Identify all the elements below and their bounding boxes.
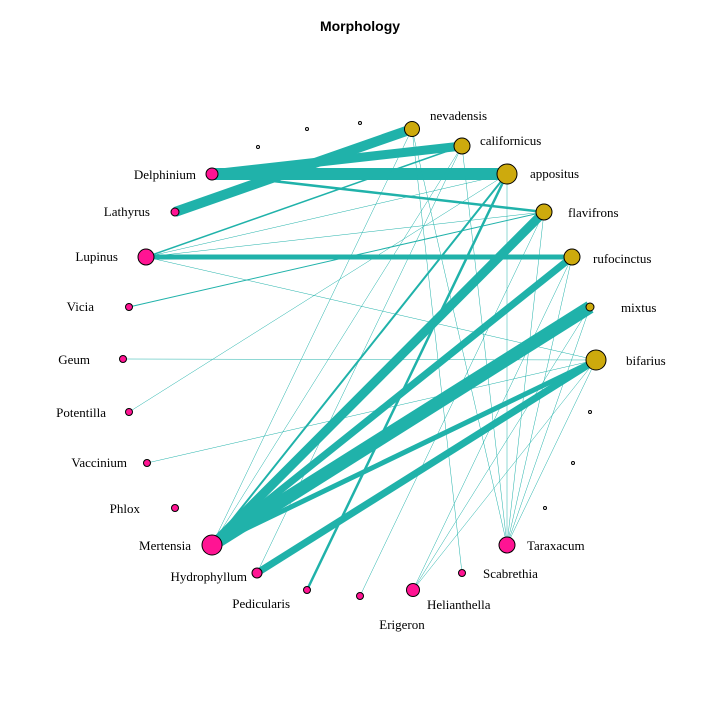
node-californicus [453,137,471,155]
node-label-Potentilla: Potentilla [56,405,106,420]
node-label-Helianthella: Helianthella [427,597,491,612]
edge-Mertensia-mixtus [208,301,594,551]
edge-Taraxacum-flavifrons [506,211,545,546]
edge-Mertensia-bifarius [210,357,598,548]
node-Mertensia [201,534,223,556]
edge-Taraxacum-rufocinctus [506,256,573,546]
edge-Lupinus-appositus [145,173,508,258]
node-mixtus [585,302,595,312]
node-label-Hydrophyllum: Hydrophyllum [170,569,247,584]
edge-Mertensia-nevadensis [211,128,413,546]
edge-Lupinus-flavifrons [145,211,545,258]
node-label-bifarius: bifarius [626,353,666,368]
node-Potentilla [125,408,133,416]
node-u1 [256,145,260,149]
node-u4 [588,410,592,414]
label-layer: nevadensis californicus appositus flavifron… [56,108,666,632]
node-label-Scabrethia: Scabrethia [483,566,538,581]
node-Delphinium [205,167,219,181]
node-label-Geum: Geum [58,352,90,367]
node-Pedicularis [303,586,311,594]
node-u2 [305,127,309,131]
edge-Taraxacum-californicus [461,145,508,546]
edge-Helianthella-bifarius [412,359,597,591]
node-Phlox [171,504,179,512]
node-label-Erigeron: Erigeron [379,617,425,632]
edge-Hydrophyllum-bifarius [255,357,598,576]
node-rufocinctus [563,248,581,266]
node-flavifrons [535,203,553,221]
edge-Taraxacum-mixtus [506,306,591,546]
node-bifarius [585,349,607,371]
diagram-title: Morphology [320,18,400,34]
edge-Mertensia-rufocinctus [209,254,575,548]
edge-Mertensia-flavifrons [208,208,548,549]
edge-Taraxacum-nevadensis [411,128,508,546]
edge-Helianthella-mixtus [412,306,591,591]
node-nevadensis [404,121,420,137]
node-label-appositus: appositus [530,166,579,181]
node-label-Vaccinium: Vaccinium [71,455,127,470]
node-Helianthella [406,583,420,597]
node-Scabrethia [458,569,466,577]
edge-Lupinus-californicus [145,145,463,258]
edge-Vicia-flavifrons [128,211,545,308]
edge-Erigeron-flavifrons [359,211,545,597]
node-Vicia [125,303,133,311]
node-layer [119,121,607,600]
node-label-Mertensia: Mertensia [139,538,191,553]
node-label-Phlox: Phlox [110,501,141,516]
node-label-rufocinctus: rufocinctus [593,251,651,266]
node-Taraxacum [498,536,516,554]
node-u5 [571,461,575,465]
node-label-mixtus: mixtus [621,300,656,315]
edge-Helianthella-rufocinctus [412,256,573,591]
node-label-Lathyrus: Lathyrus [104,204,150,219]
node-u6 [543,506,547,510]
node-label-californicus: californicus [480,133,541,148]
edge-Pedicularis-appositus [305,173,509,591]
edge-Vaccinium-bifarius [146,359,597,464]
node-Geum [119,355,127,363]
node-label-Vicia: Vicia [67,299,95,314]
node-label-Pedicularis: Pedicularis [232,596,290,611]
node-label-Taraxacum: Taraxacum [527,538,585,553]
edge-layer [122,124,598,597]
node-label-flavifrons: flavifrons [568,205,619,220]
node-u3 [358,121,362,125]
node-Vaccinium [143,459,151,467]
edge-Taraxacum-bifarius [506,359,597,546]
node-label-nevadensis: nevadensis [430,108,487,123]
edge-Delphinium-flavifrons [211,172,545,214]
node-Hydrophyllum [251,567,263,579]
edge-Hydrophyllum-californicus [256,145,463,574]
edge-Scabrethia-nevadensis [411,128,463,574]
node-Lathyrus [170,207,180,217]
node-Lupinus [137,248,155,266]
edge-Potentilla-appositus [128,173,508,413]
node-label-Lupinus: Lupinus [75,249,118,264]
edge-Mertensia-californicus [211,145,463,546]
node-Erigeron [356,592,364,600]
node-appositus [496,163,518,185]
node-label-Delphinium: Delphinium [134,167,196,182]
